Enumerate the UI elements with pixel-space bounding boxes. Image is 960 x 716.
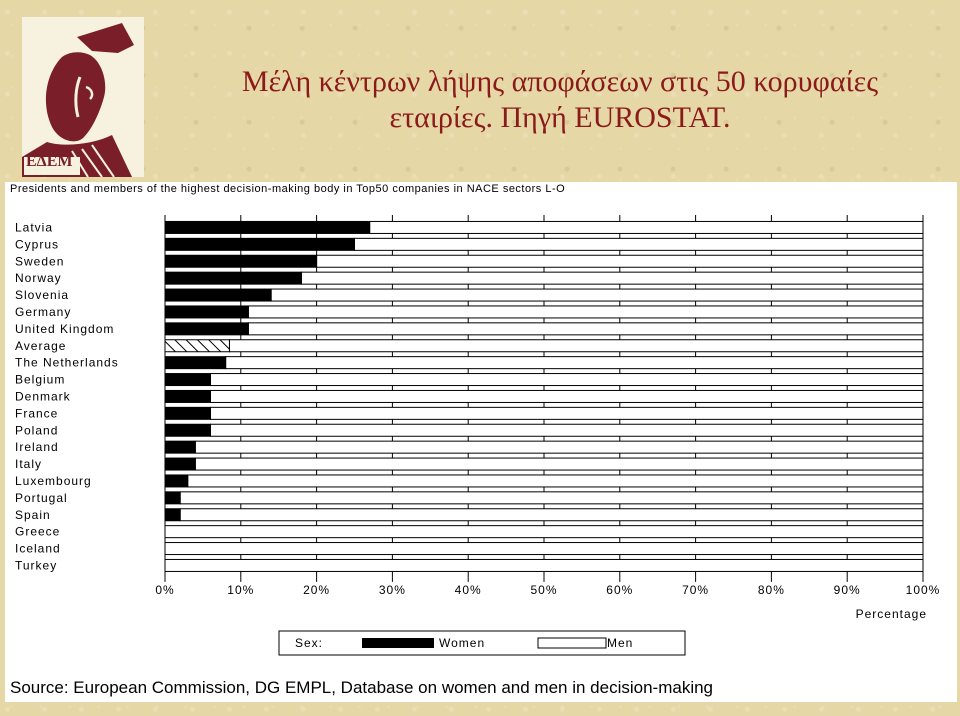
x-axis-label: Percentage <box>856 607 927 621</box>
category-label: France <box>15 406 58 420</box>
bar-women <box>164 373 211 387</box>
category-label: Slovenia <box>15 288 69 302</box>
x-tick-label: 40% <box>455 583 482 597</box>
category-label: Spain <box>15 508 51 522</box>
bar-men <box>164 525 924 539</box>
bar-women <box>164 406 211 420</box>
category-label: Average <box>15 339 66 353</box>
chart-legend: Sex: Women Men <box>278 630 686 656</box>
bar-men <box>187 474 924 488</box>
category-label: Germany <box>15 305 71 319</box>
bar-women <box>164 254 318 268</box>
category-label: Poland <box>15 423 58 437</box>
legend-label-women: Women <box>439 636 485 650</box>
bar-men <box>369 220 924 234</box>
x-tick-label: 20% <box>303 583 330 597</box>
category-label: Turkey <box>15 558 57 572</box>
x-tick-label: 0% <box>155 583 174 597</box>
bar-men <box>247 305 924 319</box>
chart-panel: Presidents and members of the highest de… <box>5 182 957 702</box>
page-title-line-1: Μέλη κέντρων λήψης αποφάσεων στις 50 κορ… <box>241 65 879 98</box>
bar-men <box>194 440 924 454</box>
bar-women <box>164 220 371 234</box>
category-label: Latvia <box>15 220 53 234</box>
bar-men <box>164 542 924 556</box>
bar-women <box>164 457 196 471</box>
x-tick-label: 90% <box>834 583 861 597</box>
bar-women <box>164 322 249 336</box>
x-tick-label: 100% <box>906 583 941 597</box>
category-label: Greece <box>15 525 60 539</box>
chart-title: Presidents and members of the highest de… <box>10 183 565 195</box>
bar-men <box>179 508 924 522</box>
x-tick-label: 50% <box>530 583 557 597</box>
bar-men <box>270 288 924 302</box>
bar-men <box>225 356 924 370</box>
bar-women <box>164 237 355 251</box>
bar-men <box>354 237 924 251</box>
category-label: Sweden <box>15 254 64 268</box>
legend-title: Sex: <box>295 636 323 650</box>
bar-men <box>209 406 924 420</box>
bar-men <box>316 254 924 268</box>
category-label: Cyprus <box>15 237 59 251</box>
category-label: Ireland <box>15 440 59 454</box>
bar-women <box>164 288 272 302</box>
category-label: Portugal <box>15 491 68 505</box>
bar-men <box>247 322 924 336</box>
x-tick-label: 10% <box>227 583 254 597</box>
page-title-line-2: εταιρίες. Πηγή EUROSTAT. <box>389 101 731 134</box>
bar-men <box>209 389 924 403</box>
category-label: The Netherlands <box>15 356 119 370</box>
bar-women <box>164 356 227 370</box>
category-labels: Latvia Cyprus Sweden Norway Slovenia Germany U… <box>15 220 119 572</box>
bar-men <box>209 423 924 437</box>
chart-bars <box>164 220 924 572</box>
bar-men <box>228 339 924 353</box>
source-note: Source: European Commission, DG EMPL, Da… <box>10 678 714 697</box>
bar-average <box>164 339 230 353</box>
bar-men <box>194 457 924 471</box>
bar-women <box>164 389 211 403</box>
x-tick-label: 80% <box>758 583 785 597</box>
logo-text: ΕΔΕΜ <box>26 153 73 170</box>
bar-chart: Presidents and members of the highest de… <box>10 183 941 656</box>
category-label: Denmark <box>15 389 71 403</box>
legend-swatch-women <box>362 638 434 648</box>
legend-swatch-men <box>537 637 607 649</box>
bar-women <box>164 271 302 285</box>
bar-women <box>164 508 181 522</box>
bar-women <box>164 305 249 319</box>
category-label: Luxembourg <box>15 474 92 488</box>
bar-men <box>179 491 924 505</box>
category-label: Iceland <box>15 542 61 556</box>
category-label: Belgium <box>15 373 65 387</box>
legend-label-men: Men <box>607 636 633 650</box>
bar-women <box>164 423 211 437</box>
bar-men <box>164 558 924 572</box>
x-tick-label: 70% <box>682 583 709 597</box>
x-tick-labels: 0% 10% 20% 30% 40% 50% 60% 70% 80% 90% 100% <box>155 583 941 597</box>
bar-women <box>164 491 181 505</box>
bar-men <box>209 373 924 387</box>
category-label: Italy <box>15 457 42 471</box>
bar-women <box>164 440 196 454</box>
bar-men <box>300 271 924 285</box>
page-title: Μέλη κέντρων λήψης αποφάσεων στις 50 κορ… <box>160 64 960 136</box>
bar-women <box>164 474 189 488</box>
x-tick-label: 30% <box>379 583 406 597</box>
edem-logo-icon: ΕΔΕΜ <box>22 17 144 178</box>
x-tick-label: 60% <box>606 583 633 597</box>
category-label: United Kingdom <box>15 322 114 336</box>
category-label: Norway <box>15 271 62 285</box>
